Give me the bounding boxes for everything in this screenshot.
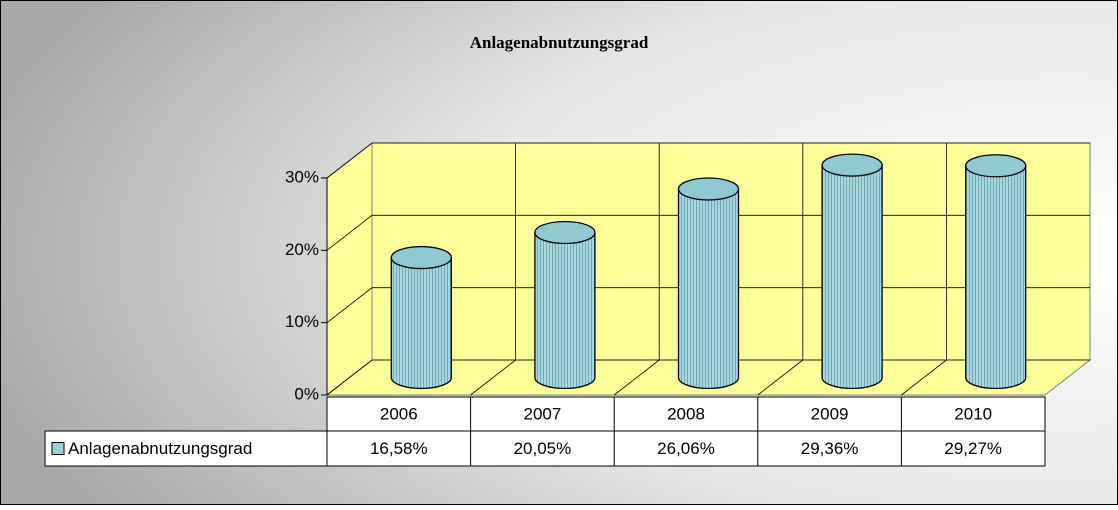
grid-line bbox=[326, 142, 1090, 179]
bar bbox=[390, 256, 452, 390]
y-tick-label: 20% bbox=[285, 240, 319, 259]
x-tick-label: 2008 bbox=[667, 404, 705, 423]
bar bbox=[534, 231, 596, 390]
value-label: 29,36% bbox=[801, 439, 859, 458]
x-tick-label: 2006 bbox=[380, 404, 418, 423]
bar bbox=[821, 164, 883, 390]
side-wall bbox=[326, 141, 373, 397]
x-tick-label: 2007 bbox=[523, 404, 561, 423]
bar-top bbox=[534, 220, 596, 245]
bar bbox=[965, 165, 1027, 390]
legend-label: Anlagenabnutzungsgrad bbox=[68, 439, 252, 458]
bar-top bbox=[677, 177, 740, 201]
x-tick-label: 2009 bbox=[811, 404, 849, 423]
bar-top bbox=[390, 245, 452, 270]
value-label: 26,06% bbox=[657, 439, 715, 458]
y-tick-label: 10% bbox=[285, 312, 319, 331]
y-tick-label: 0% bbox=[294, 384, 319, 403]
x-tick-label: 2010 bbox=[954, 404, 992, 423]
bar-top bbox=[965, 154, 1027, 178]
value-label: 29,27% bbox=[944, 439, 1002, 458]
legend-swatch bbox=[51, 442, 65, 455]
bar-top bbox=[821, 153, 883, 177]
y-tick-label: 30% bbox=[285, 167, 319, 186]
table-grid bbox=[44, 430, 1046, 467]
table-grid bbox=[326, 396, 1046, 432]
value-label: 16,58% bbox=[370, 439, 428, 458]
value-label: 20,05% bbox=[514, 439, 572, 458]
bar bbox=[677, 188, 740, 390]
chart-title: Anlagenabnutzungsgrad bbox=[470, 33, 649, 52]
